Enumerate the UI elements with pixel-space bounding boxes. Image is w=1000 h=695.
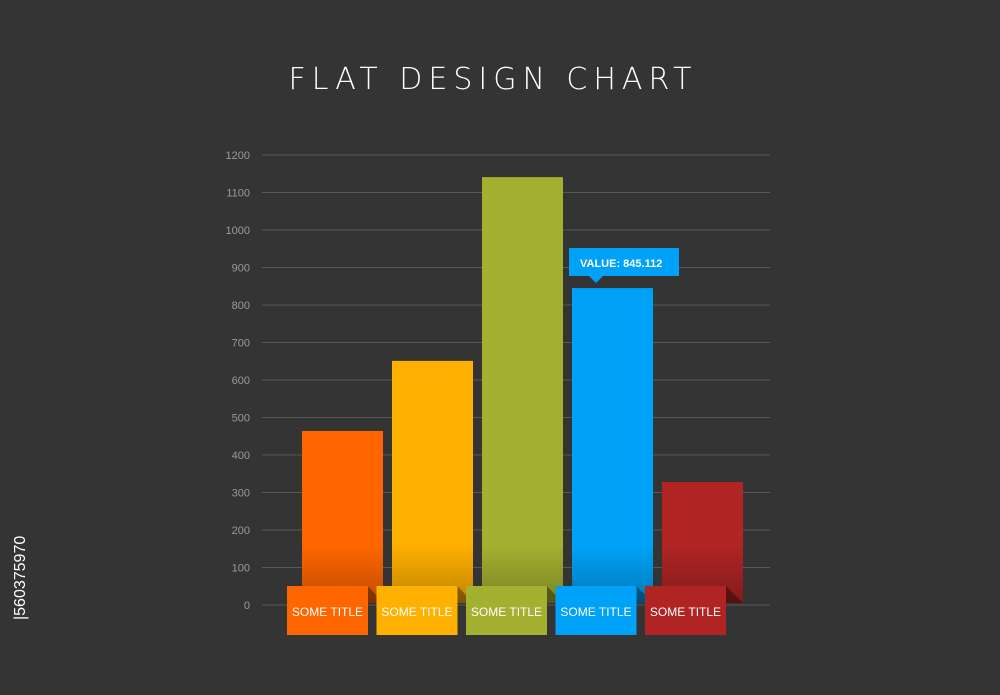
y-tick-label: 1100 xyxy=(226,188,250,200)
y-tick-label: 1200 xyxy=(226,150,250,162)
category-tag xyxy=(555,586,637,635)
category-label: SOME TITLE xyxy=(292,605,363,619)
y-tick-label: 500 xyxy=(232,413,250,425)
y-tick-label: 600 xyxy=(232,375,250,387)
category-tag xyxy=(645,586,726,635)
tooltip-pointer xyxy=(589,276,603,283)
y-tick-label: 1000 xyxy=(226,225,250,237)
bar[interactable] xyxy=(482,177,563,603)
y-tick-label: 400 xyxy=(232,450,250,462)
y-tick-label: 800 xyxy=(232,300,250,312)
category-label: SOME TITLE xyxy=(471,605,542,619)
fold-shadow xyxy=(726,586,743,603)
chart-title: FLAT DESIGN CHART xyxy=(288,62,698,97)
y-tick-label: 200 xyxy=(232,525,250,537)
category-tag xyxy=(376,586,458,635)
stock-id: |560375970 xyxy=(12,535,29,620)
y-tick-label: 0 xyxy=(244,600,250,612)
y-tick-label: 300 xyxy=(232,488,250,500)
y-tick-label: 700 xyxy=(232,338,250,350)
category-label: SOME TITLE xyxy=(650,605,721,619)
y-tick-label: 900 xyxy=(232,263,250,275)
y-tick-label: 100 xyxy=(232,563,250,575)
tooltip-text: VALUE: 845.112 xyxy=(580,258,662,270)
category-label: SOME TITLE xyxy=(560,605,631,619)
category-tag xyxy=(466,586,547,635)
category-label: SOME TITLE xyxy=(381,605,452,619)
category-tag xyxy=(287,586,368,635)
value-tooltip xyxy=(569,248,679,276)
